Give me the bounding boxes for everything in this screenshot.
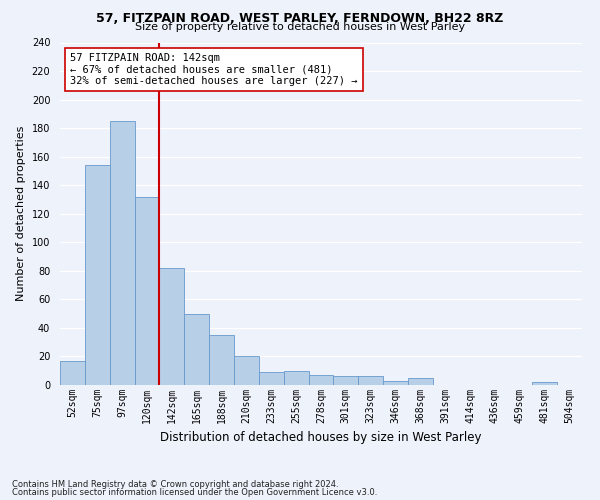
- Bar: [234, 356, 259, 385]
- Bar: [110, 121, 134, 385]
- Bar: [60, 360, 85, 385]
- Bar: [184, 314, 209, 385]
- Bar: [284, 370, 308, 385]
- Bar: [383, 380, 408, 385]
- Bar: [532, 382, 557, 385]
- Bar: [408, 378, 433, 385]
- Bar: [134, 196, 160, 385]
- Text: 57 FITZPAIN ROAD: 142sqm
← 67% of detached houses are smaller (481)
32% of semi-: 57 FITZPAIN ROAD: 142sqm ← 67% of detach…: [70, 53, 358, 86]
- X-axis label: Distribution of detached houses by size in West Parley: Distribution of detached houses by size …: [160, 432, 482, 444]
- Bar: [160, 268, 184, 385]
- Bar: [358, 376, 383, 385]
- Text: 57, FITZPAIN ROAD, WEST PARLEY, FERNDOWN, BH22 8RZ: 57, FITZPAIN ROAD, WEST PARLEY, FERNDOWN…: [97, 12, 503, 26]
- Text: Contains public sector information licensed under the Open Government Licence v3: Contains public sector information licen…: [12, 488, 377, 497]
- Y-axis label: Number of detached properties: Number of detached properties: [16, 126, 26, 302]
- Bar: [308, 375, 334, 385]
- Bar: [334, 376, 358, 385]
- Text: Size of property relative to detached houses in West Parley: Size of property relative to detached ho…: [135, 22, 465, 32]
- Text: Contains HM Land Registry data © Crown copyright and database right 2024.: Contains HM Land Registry data © Crown c…: [12, 480, 338, 489]
- Bar: [259, 372, 284, 385]
- Bar: [209, 335, 234, 385]
- Bar: [85, 165, 110, 385]
